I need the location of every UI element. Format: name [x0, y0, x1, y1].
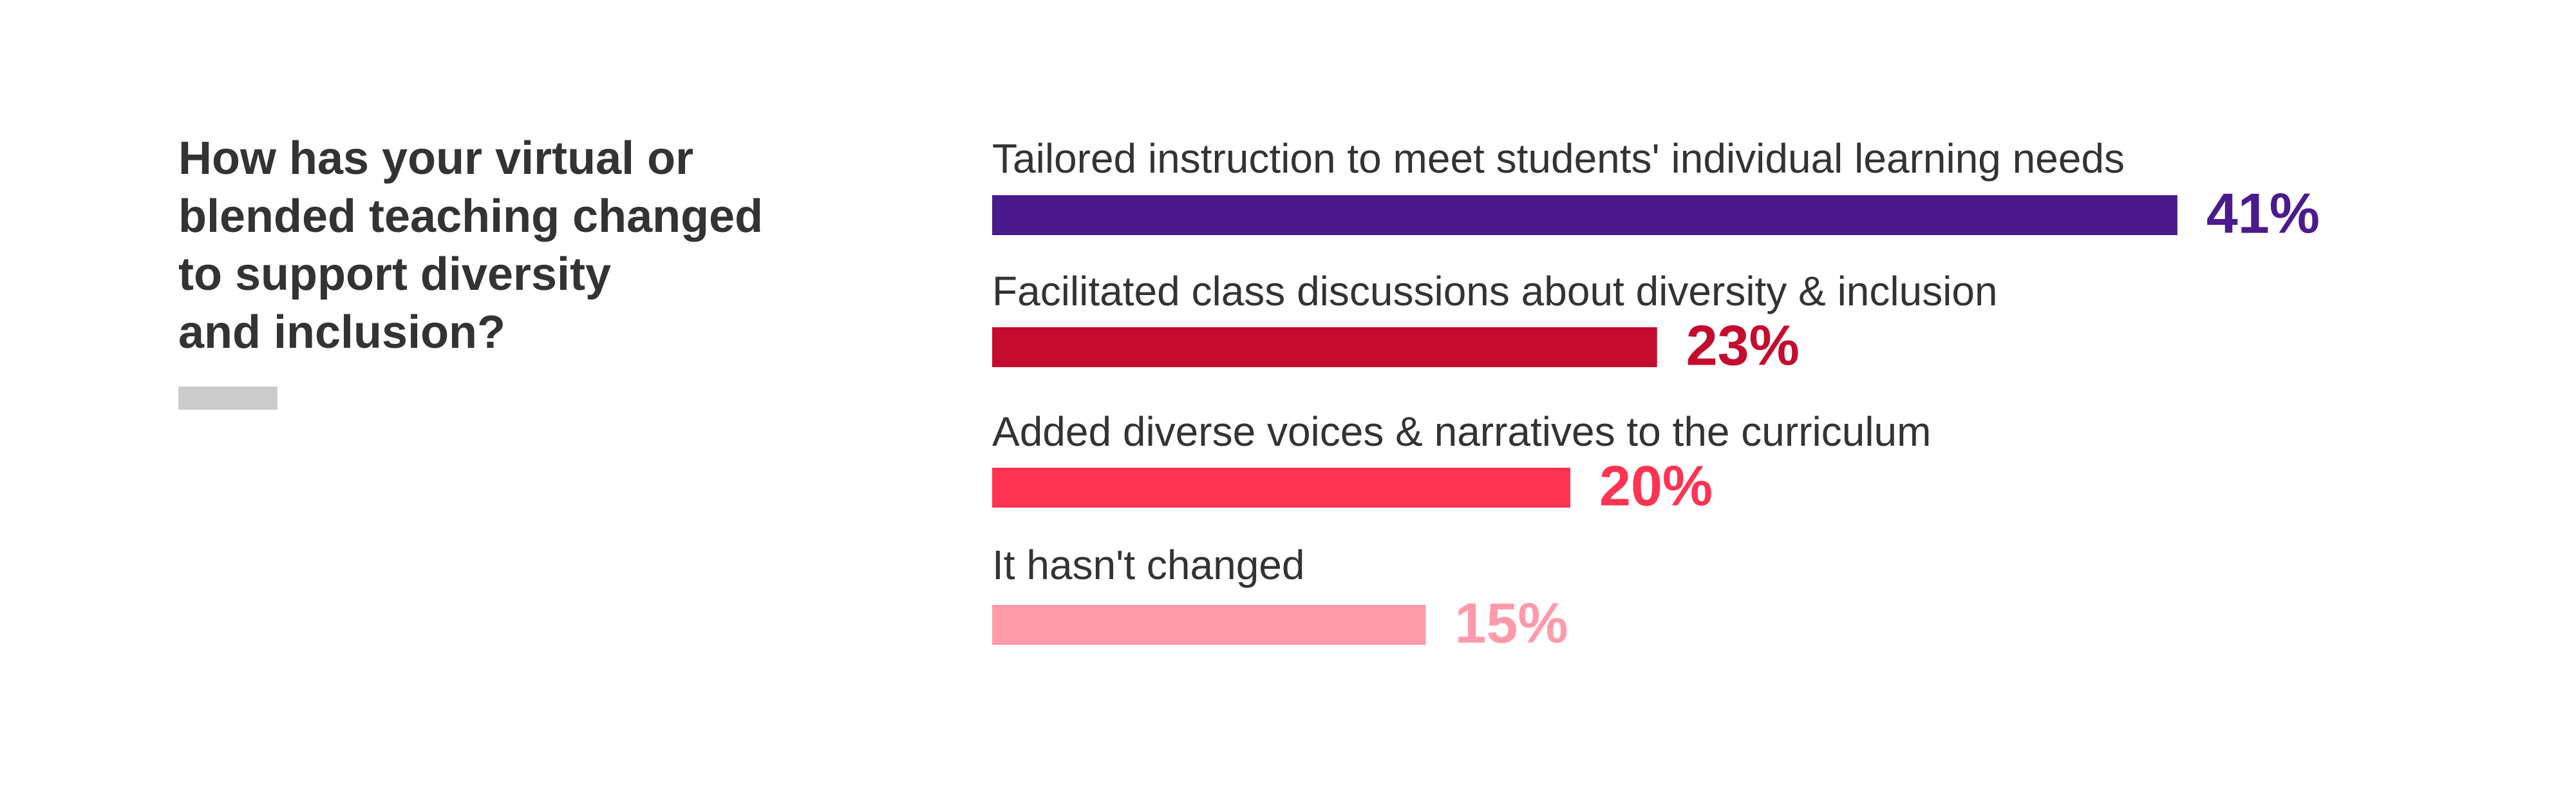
- category-label: Facilitated class discussions about dive…: [992, 268, 1998, 314]
- title-underline: [178, 387, 277, 410]
- bar: [992, 195, 2177, 235]
- value-label: 41%: [2206, 181, 2320, 245]
- category-label: Tailored instruction to meet students' i…: [992, 135, 2125, 182]
- chart-title: How has your virtual or blended teaching …: [178, 133, 763, 358]
- value-label: 23%: [1686, 313, 1800, 377]
- category-label: It hasn't changed: [992, 542, 1304, 588]
- value-label: 15%: [1455, 591, 1568, 654]
- value-label: 20%: [1599, 454, 1713, 517]
- bar: [992, 327, 1657, 367]
- bar: [992, 605, 1426, 645]
- bar: [992, 468, 1570, 508]
- category-label: Added diverse voices & narratives to the…: [992, 408, 1931, 455]
